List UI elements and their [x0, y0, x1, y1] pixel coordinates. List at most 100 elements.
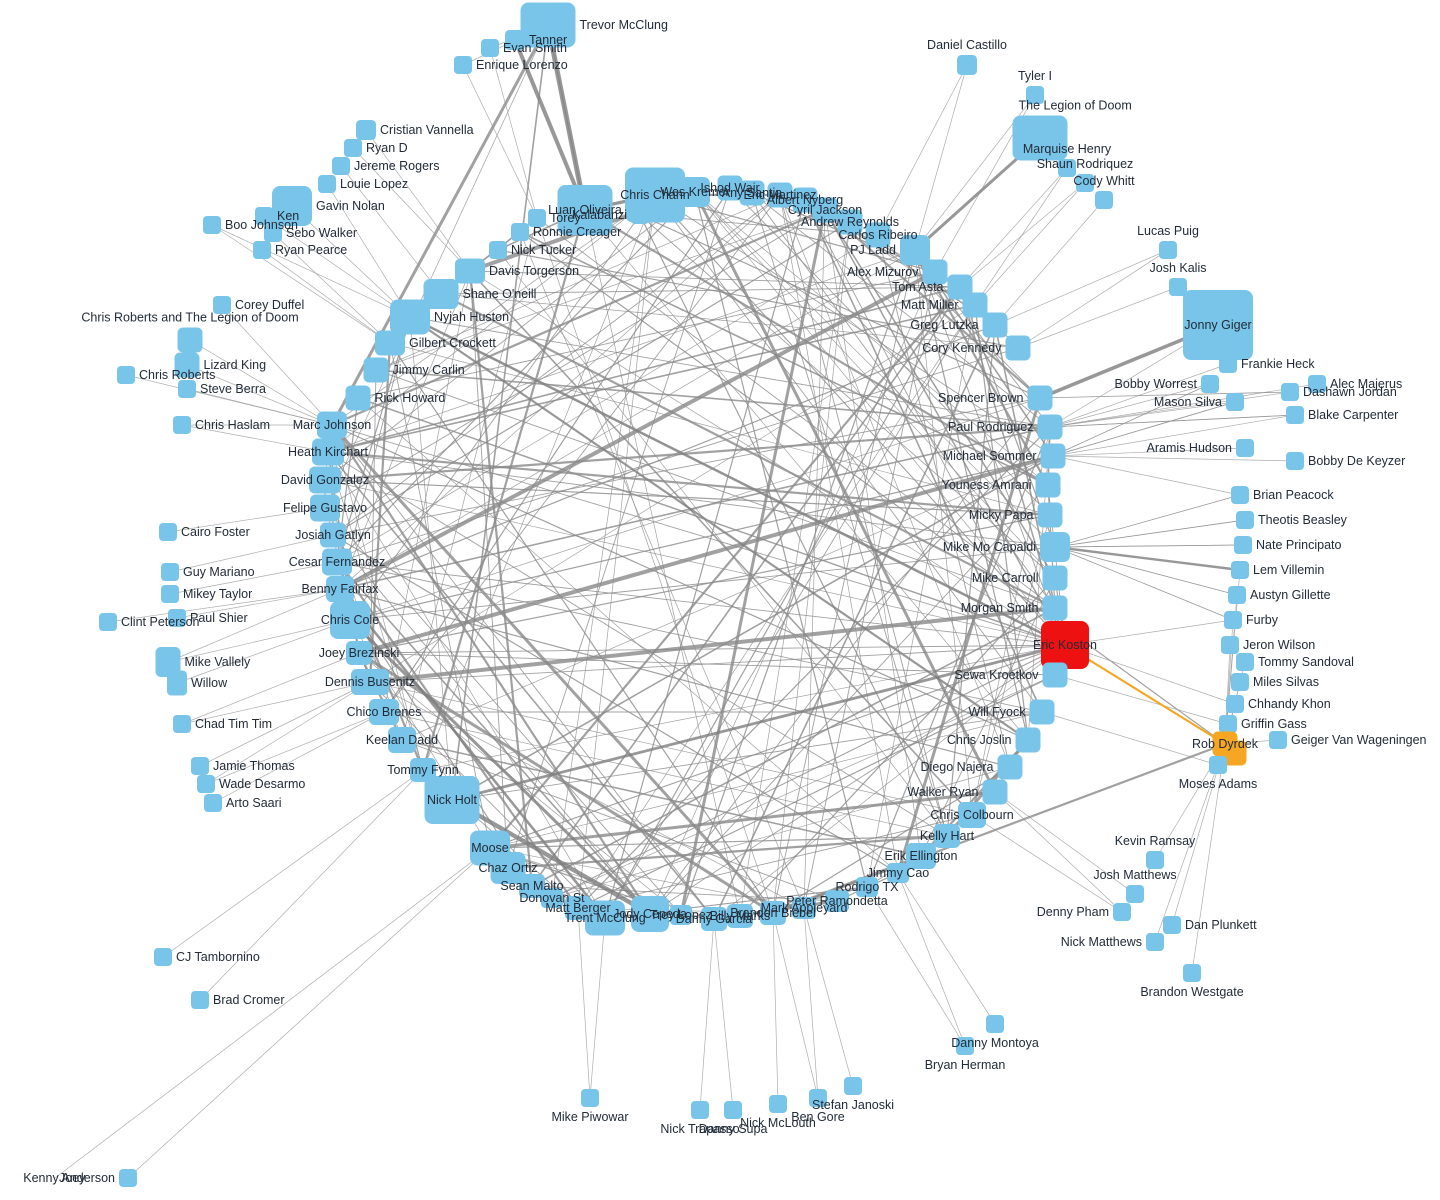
svg-text:Youness Amrani: Youness Amrani	[942, 478, 1032, 492]
svg-text:Morgan Smith: Morgan Smith	[961, 601, 1039, 615]
svg-text:Brian Peacock: Brian Peacock	[1253, 488, 1334, 502]
svg-text:Felipe Gustavo: Felipe Gustavo	[283, 501, 367, 515]
svg-text:Willow: Willow	[191, 676, 228, 690]
svg-text:Nick Tucker: Nick Tucker	[511, 243, 576, 257]
svg-text:Ben Gore: Ben Gore	[791, 1110, 845, 1124]
svg-text:Josh Kalis: Josh Kalis	[1150, 261, 1207, 275]
svg-text:Steve Berra: Steve Berra	[200, 382, 266, 396]
svg-text:Benny Fairfax: Benny Fairfax	[301, 582, 379, 596]
svg-text:Jereme Rogers: Jereme Rogers	[354, 159, 439, 173]
svg-text:Theotis Beasley: Theotis Beasley	[1258, 513, 1348, 527]
svg-text:Chico Brenes: Chico Brenes	[346, 705, 421, 719]
svg-text:Will Fyock: Will Fyock	[969, 705, 1027, 719]
svg-text:Arto Saari: Arto Saari	[226, 796, 282, 810]
svg-text:Gilbert Crockett: Gilbert Crockett	[409, 336, 496, 350]
svg-text:Chaz Ortiz: Chaz Ortiz	[478, 861, 537, 875]
svg-text:Lizard King: Lizard King	[204, 358, 267, 372]
svg-text:Tommy Fynn: Tommy Fynn	[387, 763, 459, 777]
svg-text:Josh Matthews: Josh Matthews	[1093, 868, 1176, 882]
svg-text:Daniel Castillo: Daniel Castillo	[927, 38, 1007, 52]
svg-text:Cory Kennedy: Cory Kennedy	[922, 341, 1002, 355]
svg-text:Erik Ellington: Erik Ellington	[885, 849, 958, 863]
svg-text:PJ Ladd: PJ Ladd	[850, 243, 896, 257]
svg-text:Mike Mo Capaldi: Mike Mo Capaldi	[943, 540, 1036, 554]
svg-text:Trevor McClung: Trevor McClung	[580, 18, 668, 32]
svg-text:Chris Haslam: Chris Haslam	[195, 418, 270, 432]
svg-text:Joey: Joey	[59, 1171, 86, 1185]
svg-text:Miles Silvas: Miles Silvas	[1253, 675, 1319, 689]
svg-text:Brad Cromer: Brad Cromer	[213, 993, 285, 1007]
svg-text:Wade Desarmo: Wade Desarmo	[219, 777, 305, 791]
svg-text:Paul Rodriguez: Paul Rodriguez	[948, 420, 1033, 434]
svg-text:Nick Matthews: Nick Matthews	[1061, 935, 1142, 949]
svg-text:Jamie Thomas: Jamie Thomas	[213, 759, 295, 773]
svg-text:Geiger Van Wageningen: Geiger Van Wageningen	[1291, 733, 1427, 747]
svg-text:Trey Lopez: Trey Lopez	[650, 908, 712, 922]
svg-text:Ryan D: Ryan D	[366, 141, 408, 155]
svg-text:Sebo Walker: Sebo Walker	[286, 226, 357, 240]
svg-text:Cairo Foster: Cairo Foster	[181, 525, 250, 539]
svg-text:Andrew Reynolds: Andrew Reynolds	[801, 215, 899, 229]
svg-text:Sewa Kroetkov: Sewa Kroetkov	[954, 668, 1039, 682]
svg-text:Tommy Sandoval: Tommy Sandoval	[1258, 655, 1354, 669]
svg-text:Stefan Janoski: Stefan Janoski	[812, 1098, 894, 1112]
svg-text:Tom Asta: Tom Asta	[892, 280, 943, 294]
svg-text:Marc Johnson: Marc Johnson	[293, 418, 372, 432]
svg-text:Dennis Busenitz: Dennis Busenitz	[325, 675, 415, 689]
svg-text:Bobby Worrest: Bobby Worrest	[1115, 377, 1198, 391]
svg-text:Kevin Ramsay: Kevin Ramsay	[1115, 834, 1196, 848]
svg-text:Davis Torgerson: Davis Torgerson	[489, 264, 579, 278]
svg-text:Greg Lutzka: Greg Lutzka	[910, 318, 978, 332]
svg-text:Ronnie Creager: Ronnie Creager	[533, 225, 621, 239]
svg-text:Jeron Wilson: Jeron Wilson	[1243, 638, 1315, 652]
svg-text:Clint Peterson: Clint Peterson	[121, 615, 200, 629]
svg-text:Alec Majerus: Alec Majerus	[1330, 377, 1402, 391]
svg-text:Lucas Puig: Lucas Puig	[1137, 224, 1199, 238]
svg-text:Nyjah Huston: Nyjah Huston	[434, 310, 509, 324]
svg-text:Kalabanzi: Kalabanzi	[572, 208, 627, 222]
svg-text:Mike Vallely: Mike Vallely	[185, 655, 252, 669]
svg-text:Rodrigo TX: Rodrigo TX	[836, 880, 900, 894]
svg-text:Bryan Herman: Bryan Herman	[925, 1058, 1006, 1072]
svg-text:Mike Piwowar: Mike Piwowar	[551, 1110, 628, 1124]
svg-text:Carlos Ribeiro: Carlos Ribeiro	[838, 228, 917, 242]
svg-text:Chris Roberts and The Legion o: Chris Roberts and The Legion of Doom	[81, 311, 298, 325]
svg-text:Austyn Gillette: Austyn Gillette	[1250, 588, 1331, 602]
svg-text:Lem Villemin: Lem Villemin	[1253, 563, 1324, 577]
svg-text:Jimmy Carlin: Jimmy Carlin	[393, 363, 465, 377]
svg-text:Cristian Vannella: Cristian Vannella	[380, 123, 474, 137]
svg-text:Chhandy Khon: Chhandy Khon	[1248, 697, 1331, 711]
svg-text:Chad Tim Tim: Chad Tim Tim	[195, 717, 272, 731]
svg-text:Blake Carpenter: Blake Carpenter	[1308, 408, 1398, 422]
svg-text:Aramis Hudson: Aramis Hudson	[1147, 441, 1232, 455]
svg-text:Mason Silva: Mason Silva	[1154, 395, 1222, 409]
svg-text:Chris Joslin: Chris Joslin	[947, 733, 1012, 747]
svg-text:Louie Lopez: Louie Lopez	[340, 177, 408, 191]
svg-text:Alex Mizurov: Alex Mizurov	[847, 265, 919, 279]
svg-text:Cody Whitt: Cody Whitt	[1073, 174, 1135, 188]
svg-text:Frankie Heck: Frankie Heck	[1241, 357, 1315, 371]
svg-text:Shaun Rodriquez: Shaun Rodriquez	[1037, 157, 1134, 171]
svg-text:Michael Sommer: Michael Sommer	[943, 449, 1037, 463]
svg-text:Guy Mariano: Guy Mariano	[183, 565, 255, 579]
svg-text:Walker Ryan: Walker Ryan	[907, 785, 978, 799]
svg-text:Keelan Dadd: Keelan Dadd	[366, 733, 438, 747]
svg-text:Ken: Ken	[277, 209, 299, 223]
svg-text:The Legion of Doom: The Legion of Doom	[1019, 99, 1132, 113]
svg-text:Cesar Fernandez: Cesar Fernandez	[289, 555, 386, 569]
svg-text:Nick Holt: Nick Holt	[427, 793, 478, 807]
svg-text:Chris Colbourn: Chris Colbourn	[930, 808, 1013, 822]
svg-text:Jonny Giger: Jonny Giger	[1184, 318, 1251, 332]
svg-text:CJ Tambornino: CJ Tambornino	[176, 950, 260, 964]
svg-text:Tyler I: Tyler I	[1018, 69, 1052, 83]
svg-text:Heath Kirchart: Heath Kirchart	[288, 445, 368, 459]
svg-text:Evan Smith: Evan Smith	[503, 41, 567, 55]
svg-text:Enrique Lorenzo: Enrique Lorenzo	[476, 58, 568, 72]
svg-text:Griffin Gass: Griffin Gass	[1241, 717, 1307, 731]
svg-text:Mike Carroll: Mike Carroll	[972, 571, 1039, 585]
svg-text:Mikey Taylor: Mikey Taylor	[183, 587, 252, 601]
svg-text:Jimmy Cao: Jimmy Cao	[867, 866, 930, 880]
svg-text:Marquise Henry: Marquise Henry	[1023, 142, 1112, 156]
svg-text:Rick Howard: Rick Howard	[375, 391, 446, 405]
svg-text:Bobby De Keyzer: Bobby De Keyzer	[1308, 454, 1405, 468]
